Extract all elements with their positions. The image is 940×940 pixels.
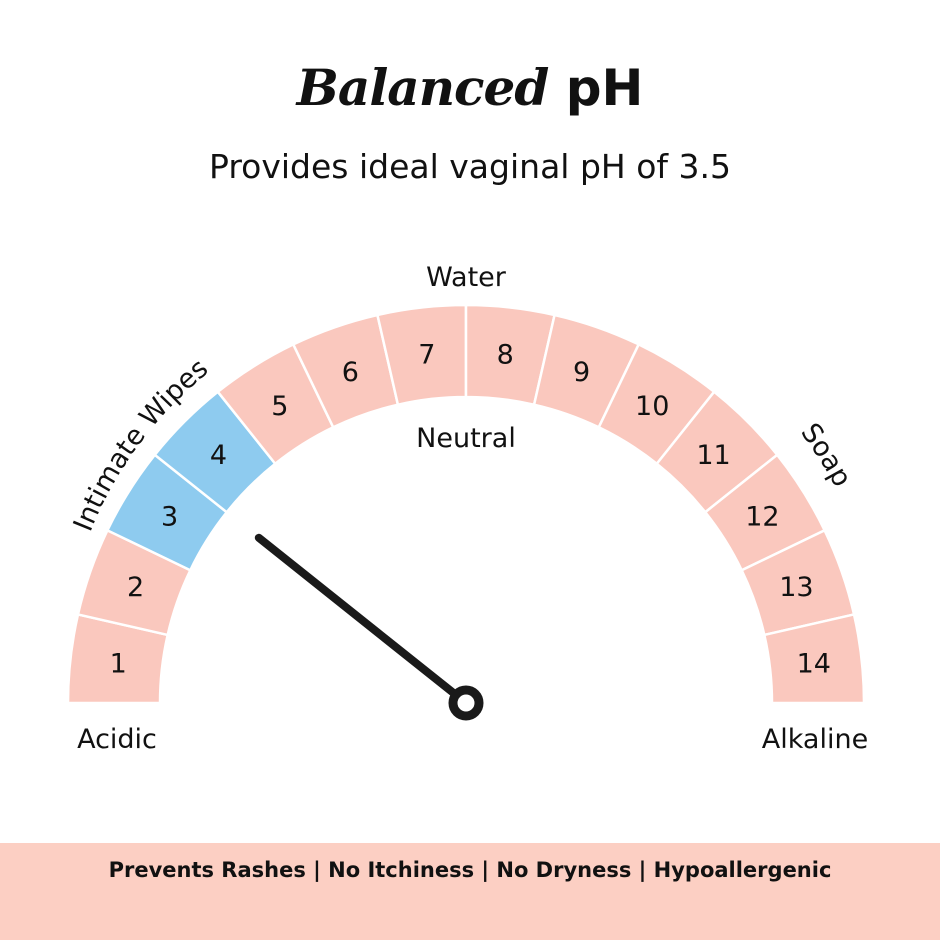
- page-subtitle: Provides ideal vaginal pH of 3.5: [209, 147, 731, 186]
- gauge-segment-label-7: 7: [418, 340, 435, 371]
- needle-hub: [448, 685, 484, 721]
- gauge-segment-label-8: 8: [497, 340, 514, 371]
- title-rest: pH: [565, 59, 644, 117]
- gauge-segment-label-5: 5: [271, 391, 288, 422]
- neutral-label: Neutral: [416, 423, 516, 454]
- gauge-segment-label-10: 10: [635, 391, 669, 422]
- gauge-segment-label-2: 2: [127, 572, 144, 603]
- gauge-segments: [66, 303, 866, 705]
- gauge-segment-label-6: 6: [342, 357, 359, 388]
- gauge-segment-label-13: 13: [779, 572, 813, 603]
- gauge-segment-label-1: 1: [110, 648, 127, 679]
- gauge-segment-label-12: 12: [745, 501, 779, 532]
- page-title: Balanced pH: [0, 52, 940, 124]
- gauge-segment-label-3: 3: [161, 501, 178, 532]
- title-emphasis: Balanced: [296, 58, 550, 117]
- soap-callout-text: Soap: [794, 418, 857, 492]
- soap-callout: Soap: [794, 418, 857, 492]
- gauge-segment-label-11: 11: [696, 440, 730, 471]
- gauge-segment-label-9: 9: [573, 357, 590, 388]
- footer-banner: [0, 843, 940, 940]
- gauge-segment-14: [762, 612, 866, 705]
- gauge-segment-label-4: 4: [210, 440, 227, 471]
- footer-benefits: Prevents Rashes | No Itchiness | No Dryn…: [108, 858, 832, 882]
- alkaline-label: Alkaline: [762, 724, 868, 755]
- acidic-label: Acidic: [77, 724, 157, 755]
- gauge-segment-label-14: 14: [797, 648, 831, 679]
- gauge-needle: [254, 533, 484, 721]
- needle-line: [254, 533, 460, 699]
- water-label: Water: [426, 262, 507, 293]
